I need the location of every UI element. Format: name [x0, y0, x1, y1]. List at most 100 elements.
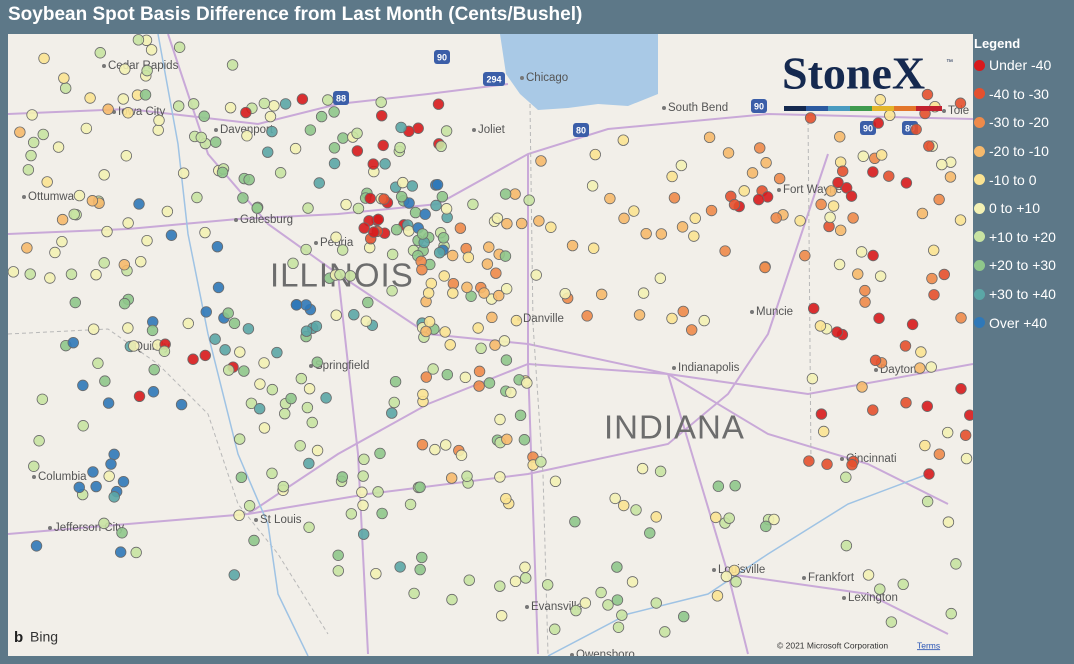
location-dot [175, 398, 188, 411]
place-label: Dayton [880, 364, 916, 376]
location-dot [357, 470, 369, 482]
location-dot [141, 234, 153, 247]
location-dot [461, 470, 473, 482]
location-dot [228, 317, 241, 330]
location-dot [69, 296, 81, 309]
legend-item[interactable]: -40 to -30 [974, 80, 1074, 109]
location-dot [210, 136, 222, 148]
location-dot [266, 467, 278, 480]
location-dot [394, 141, 406, 154]
legend-item[interactable]: +20 to +30 [974, 251, 1074, 280]
location-dot [195, 131, 207, 144]
location-dot [602, 599, 614, 611]
location-dot [73, 189, 86, 202]
location-dot [135, 255, 147, 268]
location-dot [862, 569, 875, 581]
location-dot [358, 222, 370, 234]
location-dot [686, 324, 698, 336]
legend-item[interactable]: 0 to +10 [974, 194, 1074, 223]
terms-link[interactable]: Terms [917, 640, 940, 650]
location-dot [475, 342, 487, 354]
location-dot [328, 157, 341, 170]
location-dot [444, 339, 456, 351]
location-dot [923, 140, 935, 152]
legend-item[interactable]: -30 to -20 [974, 108, 1074, 137]
location-dot [389, 375, 402, 388]
location-dot [587, 242, 600, 254]
location-dot [152, 124, 164, 136]
location-dot [264, 110, 277, 123]
location-dot [636, 462, 649, 475]
place-dot [214, 128, 218, 132]
legend-swatch [974, 116, 985, 128]
shield-label: 80 [905, 123, 915, 133]
location-dot [122, 107, 134, 119]
location-dot [509, 188, 521, 200]
location-dot [328, 142, 341, 154]
location-dot [847, 212, 859, 224]
legend-swatch [974, 259, 985, 271]
location-dot [417, 388, 429, 401]
location-dot [102, 397, 115, 409]
place-label: Lexington [848, 592, 898, 604]
location-dot [161, 205, 174, 218]
location-dot [102, 103, 114, 115]
legend-item[interactable]: +10 to +20 [974, 223, 1074, 252]
location-dot [514, 409, 527, 422]
location-dot [303, 457, 315, 470]
location-dot [44, 272, 56, 284]
location-dot [294, 440, 306, 452]
legend-item[interactable]: Under -40 [974, 51, 1074, 80]
location-dot [187, 98, 200, 110]
location-dot [954, 97, 967, 109]
location-dot [243, 500, 256, 512]
legend-item[interactable]: +30 to +40 [974, 280, 1074, 309]
location-dot [454, 222, 467, 234]
location-dot [545, 221, 557, 233]
location-dot [435, 140, 447, 153]
legend-swatch [974, 88, 985, 100]
location-dot [301, 401, 314, 414]
logo-mark: ™ [946, 59, 953, 66]
location-dot [703, 131, 716, 144]
place-dot [874, 368, 878, 372]
location-dot [494, 580, 506, 592]
location-dot [834, 131, 846, 143]
place-label: Springfield [315, 360, 369, 372]
location-dot [429, 443, 441, 456]
location-dot [928, 244, 940, 257]
location-dot [723, 512, 735, 524]
legend-item[interactable]: -20 to -10 [974, 137, 1074, 166]
location-dot [915, 346, 927, 358]
location-dot [108, 491, 120, 503]
location-dot [139, 89, 152, 101]
shield-label: 80 [576, 125, 586, 135]
location-dot [320, 392, 332, 404]
location-dot [114, 546, 127, 558]
location-dot [936, 158, 948, 171]
location-dot [719, 245, 731, 257]
location-dot [489, 339, 501, 351]
location-dot [306, 416, 318, 429]
legend-label: Under -40 [989, 57, 1052, 74]
place-label: Chicago [526, 72, 568, 84]
location-dot [379, 158, 391, 170]
location-dot [945, 607, 957, 620]
location-dot [397, 176, 409, 189]
place-dot [32, 475, 36, 479]
legend-item[interactable]: -10 to 0 [974, 165, 1074, 194]
location-dot [133, 198, 145, 210]
location-dot [431, 178, 444, 191]
location-dot [447, 287, 459, 299]
location-dot [36, 393, 49, 405]
location-dot [22, 164, 35, 176]
location-dot [637, 287, 650, 299]
location-dot [461, 281, 473, 294]
location-dot [799, 249, 811, 262]
legend-label: -40 to -30 [989, 85, 1049, 102]
location-dot [425, 277, 437, 290]
legend-item[interactable]: Over +40 [974, 308, 1074, 337]
location-dot [419, 208, 431, 220]
location-dot [910, 123, 922, 136]
